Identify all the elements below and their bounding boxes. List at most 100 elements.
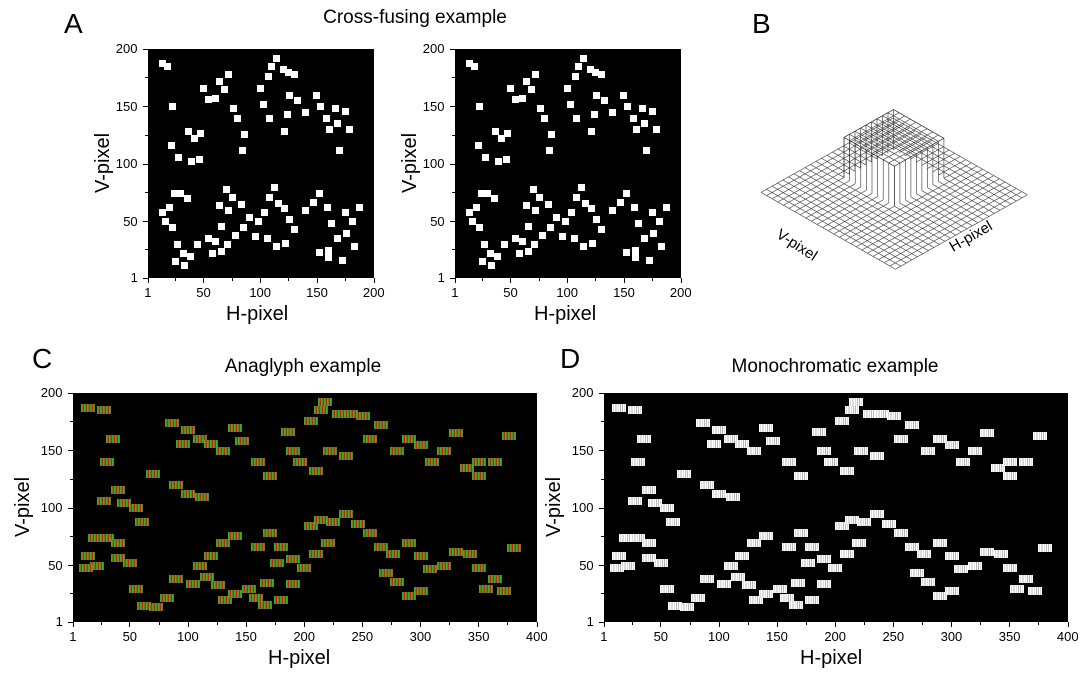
anaglyph-dot: [462, 550, 477, 559]
y-tick: [450, 48, 455, 50]
x-minor-tick: [175, 278, 177, 281]
panel-title-d: Monochromatic example: [731, 356, 939, 377]
mono-dot: [844, 515, 859, 524]
mesh-line: [943, 187, 950, 192]
mesh-line: [827, 170, 833, 175]
mesh-line: [905, 150, 911, 154]
mesh-line: [893, 140, 900, 145]
mesh-line: [871, 118, 878, 123]
mesh-line: [926, 140, 933, 144]
mesh-line: [860, 143, 867, 148]
mesh-line: [854, 164, 861, 169]
mesh-line: [889, 259, 896, 264]
mesh-line: [838, 180, 845, 184]
mesh-line: [816, 211, 823, 216]
mesh-line: [932, 131, 939, 136]
mesh-line: [988, 181, 995, 186]
mesh-line: [860, 202, 867, 207]
mesh-line: [954, 159, 961, 163]
anaglyph-dot: [448, 429, 463, 438]
anaglyph-dot: [313, 406, 328, 415]
mesh-line: [887, 139, 894, 144]
anaglyph-dot: [309, 467, 324, 476]
mesh-line: [977, 178, 983, 183]
mesh-line: [771, 185, 778, 190]
anaglyph-dot: [211, 581, 226, 590]
anaglyph-dot: [111, 553, 126, 562]
mesh-line: [893, 142, 900, 147]
mesh-line: [793, 170, 800, 175]
mesh-line: [871, 146, 878, 151]
mesh-line: [810, 173, 817, 178]
mesh-line: [900, 256, 907, 261]
dot: [527, 85, 535, 93]
mesh-line: [933, 222, 940, 226]
anaglyph-dot: [97, 497, 112, 506]
mesh-line: [850, 215, 856, 219]
mesh-line: [827, 177, 834, 181]
dot: [218, 248, 226, 256]
anaglyph-dot: [134, 517, 149, 526]
mesh-line: [916, 150, 923, 155]
x-minor-tick: [274, 622, 276, 625]
mesh-line: [993, 187, 1000, 192]
mesh-line: [887, 124, 894, 128]
mesh-line: [911, 243, 918, 248]
mesh-line: [855, 193, 862, 197]
mesh-line: [910, 125, 917, 129]
mono-dot: [870, 452, 885, 461]
y-minor-tick: [145, 192, 148, 194]
dot: [241, 130, 249, 138]
y-tick: [68, 450, 73, 452]
mesh-line: [838, 173, 845, 178]
mono-dot: [712, 490, 727, 499]
mesh-line: [794, 192, 801, 197]
mesh-line: [876, 124, 883, 129]
mesh-line: [894, 237, 901, 242]
mesh-line: [827, 167, 833, 172]
mesh-line: [860, 161, 867, 166]
mesh-line: [910, 209, 917, 213]
mesh-line: [883, 224, 890, 229]
mesh-line: [881, 127, 888, 131]
mono-dot: [679, 603, 694, 612]
mesh-line: [915, 143, 922, 147]
mesh-line: [1010, 184, 1017, 189]
mesh-line: [1016, 194, 1023, 199]
mesh-line: [927, 222, 934, 226]
mesh-line: [944, 231, 951, 236]
mesh-line: [966, 206, 973, 211]
mesh-line: [926, 155, 933, 160]
mesh-line: [871, 137, 878, 142]
mesh-line: [972, 209, 978, 214]
mesh-line: [894, 218, 901, 223]
mono-dot: [993, 550, 1008, 559]
mesh-line: [877, 215, 884, 219]
mesh-line: [865, 131, 872, 135]
dot: [270, 183, 278, 191]
dot: [577, 183, 585, 191]
x-tick: [680, 278, 682, 283]
mono-dot: [854, 446, 868, 455]
mesh-line: [815, 161, 822, 165]
dot: [641, 235, 649, 243]
dot: [487, 261, 495, 269]
mesh-line: [855, 224, 862, 229]
mesh-line: [944, 219, 951, 223]
mesh-line: [982, 181, 989, 186]
mono-dot: [700, 481, 715, 490]
mesh-line: [838, 177, 845, 181]
mesh-line: [888, 221, 895, 226]
mesh-line: [905, 234, 912, 239]
mesh-line: [965, 165, 972, 170]
mesh-line: [966, 209, 973, 214]
mesh-line: [899, 131, 906, 136]
mesh-line: [827, 217, 834, 222]
x-tick-label: 1: [600, 629, 608, 644]
mesh-line: [843, 164, 850, 169]
mesh-line: [926, 165, 933, 169]
mesh-line: [805, 183, 811, 187]
mesh-line: [933, 200, 939, 204]
mesh-line: [844, 221, 851, 225]
mesh-line: [849, 137, 856, 141]
